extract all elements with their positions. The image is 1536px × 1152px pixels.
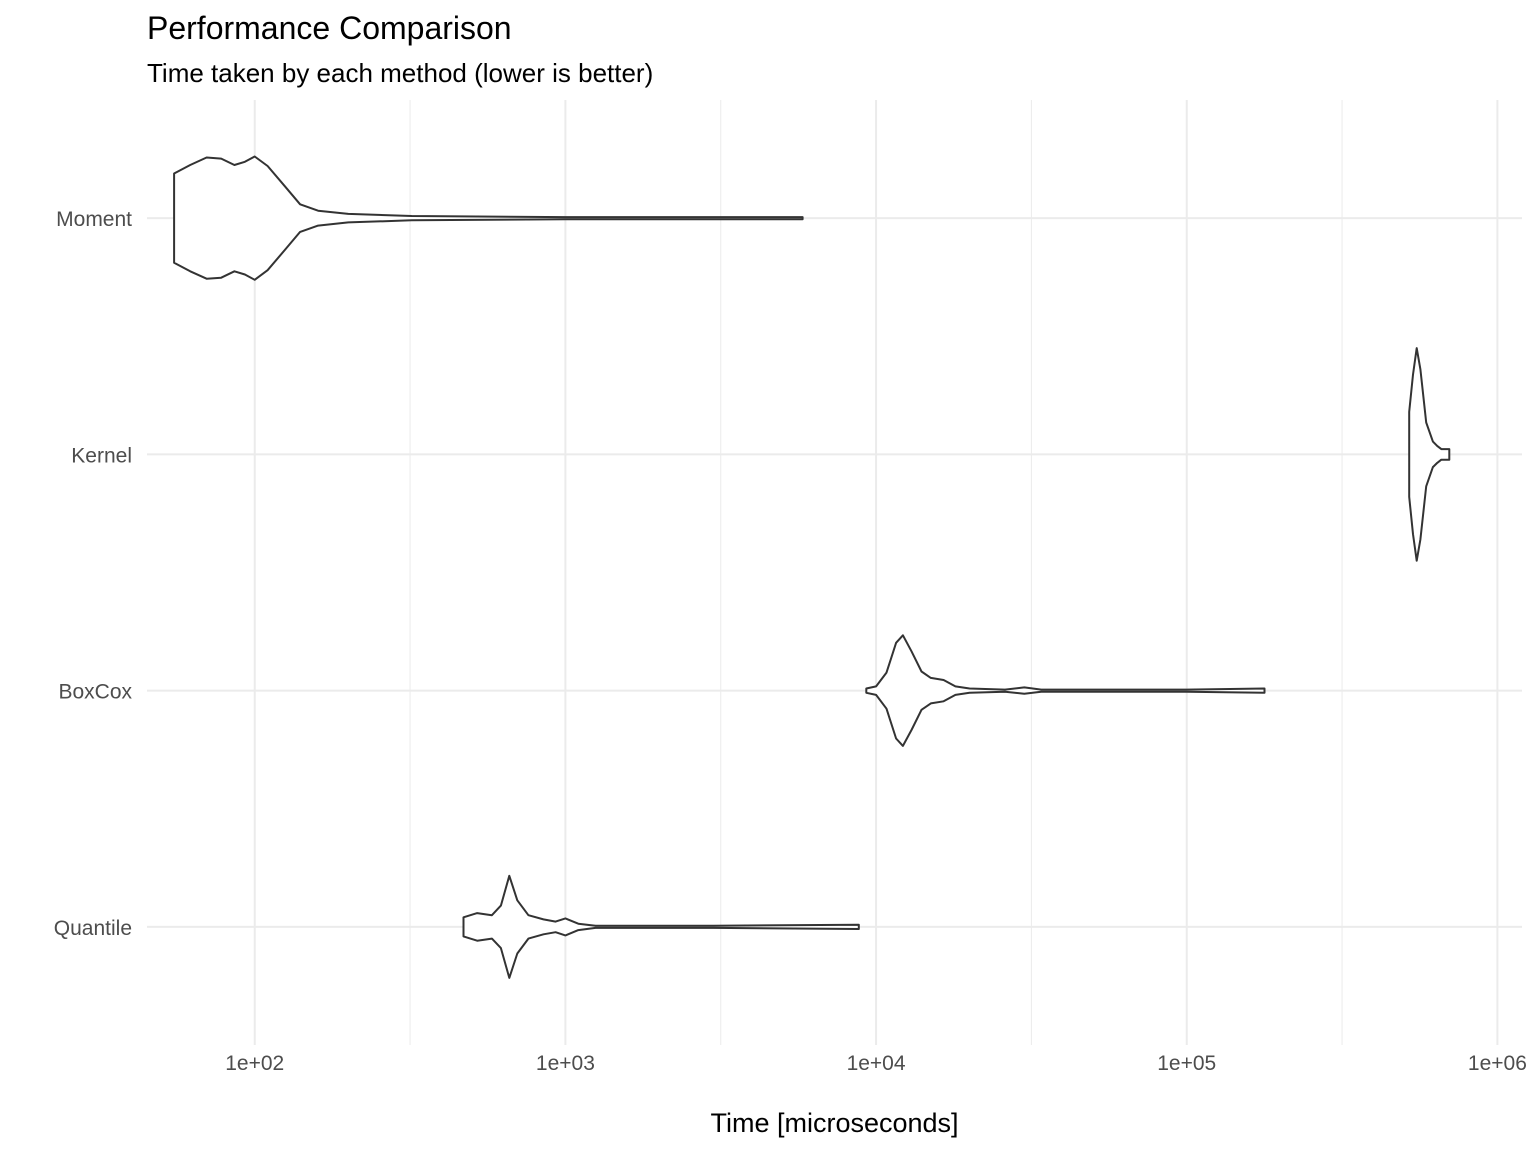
x-tick-label: 1e+06 [1468,1052,1527,1075]
minor-gridlines [409,100,1343,1045]
chart-subtitle: Time taken by each method (lower is bett… [147,58,654,88]
x-tick-label: 1e+03 [536,1052,595,1075]
chart-title: Performance Comparison [147,10,512,46]
x-axis-label: Time [microseconds] [710,1108,958,1138]
y-tick-label: Moment [56,208,132,231]
y-tick-label: Quantile [54,917,132,940]
x-tick-label: 1e+02 [225,1052,284,1075]
major-gridlines [147,100,1522,1045]
y-tick-label: Kernel [71,444,132,467]
x-tick-label: 1e+04 [847,1052,906,1075]
violin-moment [173,155,804,281]
x-tick-labels: 1e+02 1e+03 1e+04 1e+05 1e+06 [225,1052,1527,1075]
violin-quantile [462,874,860,979]
violin-boxcox [865,634,1266,747]
violin-kernel [1408,347,1451,562]
x-tick-label: 1e+05 [1157,1052,1216,1075]
y-tick-label: BoxCox [58,681,132,704]
y-tick-labels: Quantile BoxCox Kernel Moment [54,208,133,940]
violins [173,155,1451,979]
